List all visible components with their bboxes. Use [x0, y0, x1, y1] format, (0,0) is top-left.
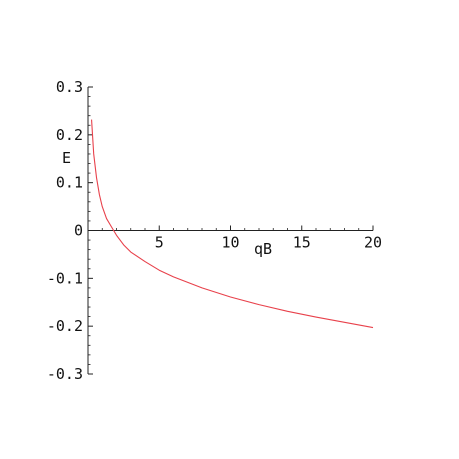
- y-tick-label: 0: [74, 222, 83, 240]
- y-tick-label: 0.3: [56, 78, 83, 96]
- x-tick-label: 15: [293, 234, 311, 252]
- y-tick-label: -0.2: [47, 317, 83, 335]
- x-tick-label: 20: [364, 234, 382, 252]
- ticks: 0.3 0.2 0.1 0 -0.1 -0.2 -0.3 5 10 15 20: [47, 78, 382, 383]
- y-tick-label: 0.1: [56, 174, 83, 192]
- x-tick-label: 10: [221, 234, 239, 252]
- x-tick-label: 5: [155, 234, 164, 252]
- plot-area: [91, 119, 374, 329]
- y-axis-title: E: [62, 149, 71, 167]
- series-line: [91, 119, 374, 329]
- x-axis-title: qB: [254, 240, 272, 258]
- y-tick-label: -0.1: [47, 269, 83, 287]
- y-tick-label: 0.2: [56, 126, 83, 144]
- y-tick-label: -0.3: [47, 365, 83, 383]
